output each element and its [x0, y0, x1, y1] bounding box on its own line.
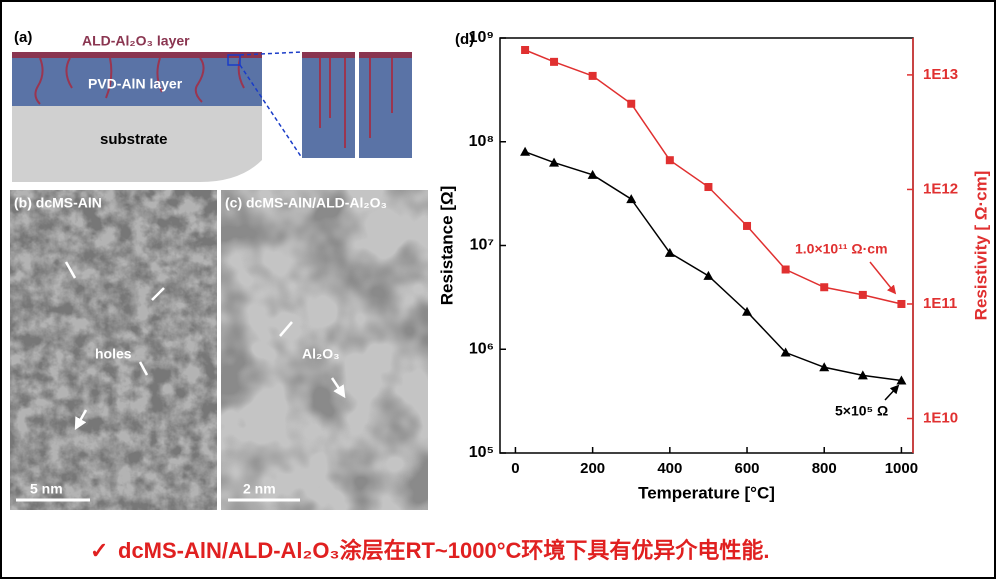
ald-shape — [12, 52, 262, 58]
x-tick-label: 800 — [812, 460, 837, 477]
marker — [820, 283, 828, 291]
al2o3-label: Al₂O₃ — [302, 346, 340, 362]
check-mark: ✓ — [90, 538, 108, 563]
y2-tick-label: 1E10 — [923, 409, 958, 426]
marker — [859, 291, 867, 299]
panel-label: (c) dcMS-AlN/ALD-Al₂O₃ — [225, 195, 387, 211]
marker — [897, 300, 905, 308]
scale-label: 5 nm — [30, 481, 63, 497]
y2-tick-label: 1E11 — [923, 295, 957, 312]
caption: dcMS-AlN/ALD-Al₂O₃涂层在RT~1000°C环境下具有优异介电性… — [118, 538, 770, 563]
x-tick-label: 600 — [735, 460, 760, 477]
annotation: 1.0×10¹¹ Ω·cm — [795, 241, 888, 257]
marker — [782, 266, 790, 274]
x-tick-label: 0 — [511, 460, 519, 477]
y-tick-label: 10⁵ — [469, 444, 494, 461]
y-tick-label: 10⁶ — [469, 340, 494, 357]
panel-c: (c) dcMS-AlN/ALD-Al₂O₃ Al₂O₃ 2 nm — [221, 190, 428, 510]
marker — [627, 100, 635, 108]
x-axis-label: Temperature [°C] — [638, 483, 775, 502]
x-tick-label: 200 — [580, 460, 605, 477]
marker — [666, 156, 674, 164]
panel-b: (b) dcMS-AlN holes 5 nm — [10, 190, 217, 510]
marker — [704, 183, 712, 191]
x-tick-label: 400 — [657, 460, 682, 477]
zoom-gap — [355, 52, 359, 158]
x-tick-label: 1000 — [885, 460, 918, 477]
marker — [550, 58, 558, 66]
marker — [743, 222, 751, 230]
y-tick-label: 10⁷ — [470, 237, 494, 254]
holes-label: holes — [95, 346, 132, 362]
y-tick-label: 10⁸ — [469, 133, 494, 150]
y2-tick-label: 1E13 — [923, 66, 958, 83]
y-axis-label: Resistance [Ω] — [437, 186, 456, 305]
ald-label: ALD-Al₂O₃ layer — [82, 33, 190, 49]
panel-label: (d) — [455, 31, 474, 48]
substrate-label: substrate — [100, 131, 168, 148]
y2-tick-label: 1E12 — [923, 180, 958, 197]
marker — [521, 46, 529, 54]
figure: (a) ALD-Al₂O₃ layer PVD-AlN layer substr… — [0, 0, 996, 579]
scale-label: 2 nm — [243, 481, 276, 497]
y2-axis-label: Resistivity [ Ω·cm] — [971, 171, 990, 321]
annotation: 5×10⁵ Ω — [835, 403, 888, 419]
panel-label: (b) dcMS-AlN — [14, 195, 102, 211]
marker — [589, 72, 597, 80]
pvd-label: PVD-AlN layer — [88, 76, 183, 92]
panel-label: (a) — [14, 29, 32, 46]
